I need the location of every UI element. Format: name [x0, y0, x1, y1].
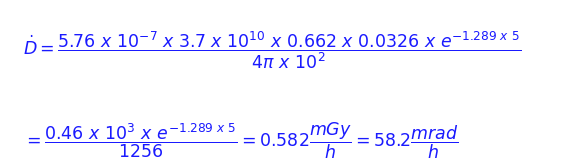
Text: $\dot{D} = \dfrac{5.76\ x\ 10^{-7}\ x\ 3.7\ x\ 10^{10}\ x\ 0.662\ x\ 0.0326\ x\ : $\dot{D} = \dfrac{5.76\ x\ 10^{-7}\ x\ 3… — [23, 29, 521, 71]
Text: $= \dfrac{0.46\ x\ 10^{3}\ x\ e^{-1.289\ x\ 5}}{1256}= 0.582\dfrac{mGy}{h} = 58.: $= \dfrac{0.46\ x\ 10^{3}\ x\ e^{-1.289\… — [23, 121, 458, 161]
